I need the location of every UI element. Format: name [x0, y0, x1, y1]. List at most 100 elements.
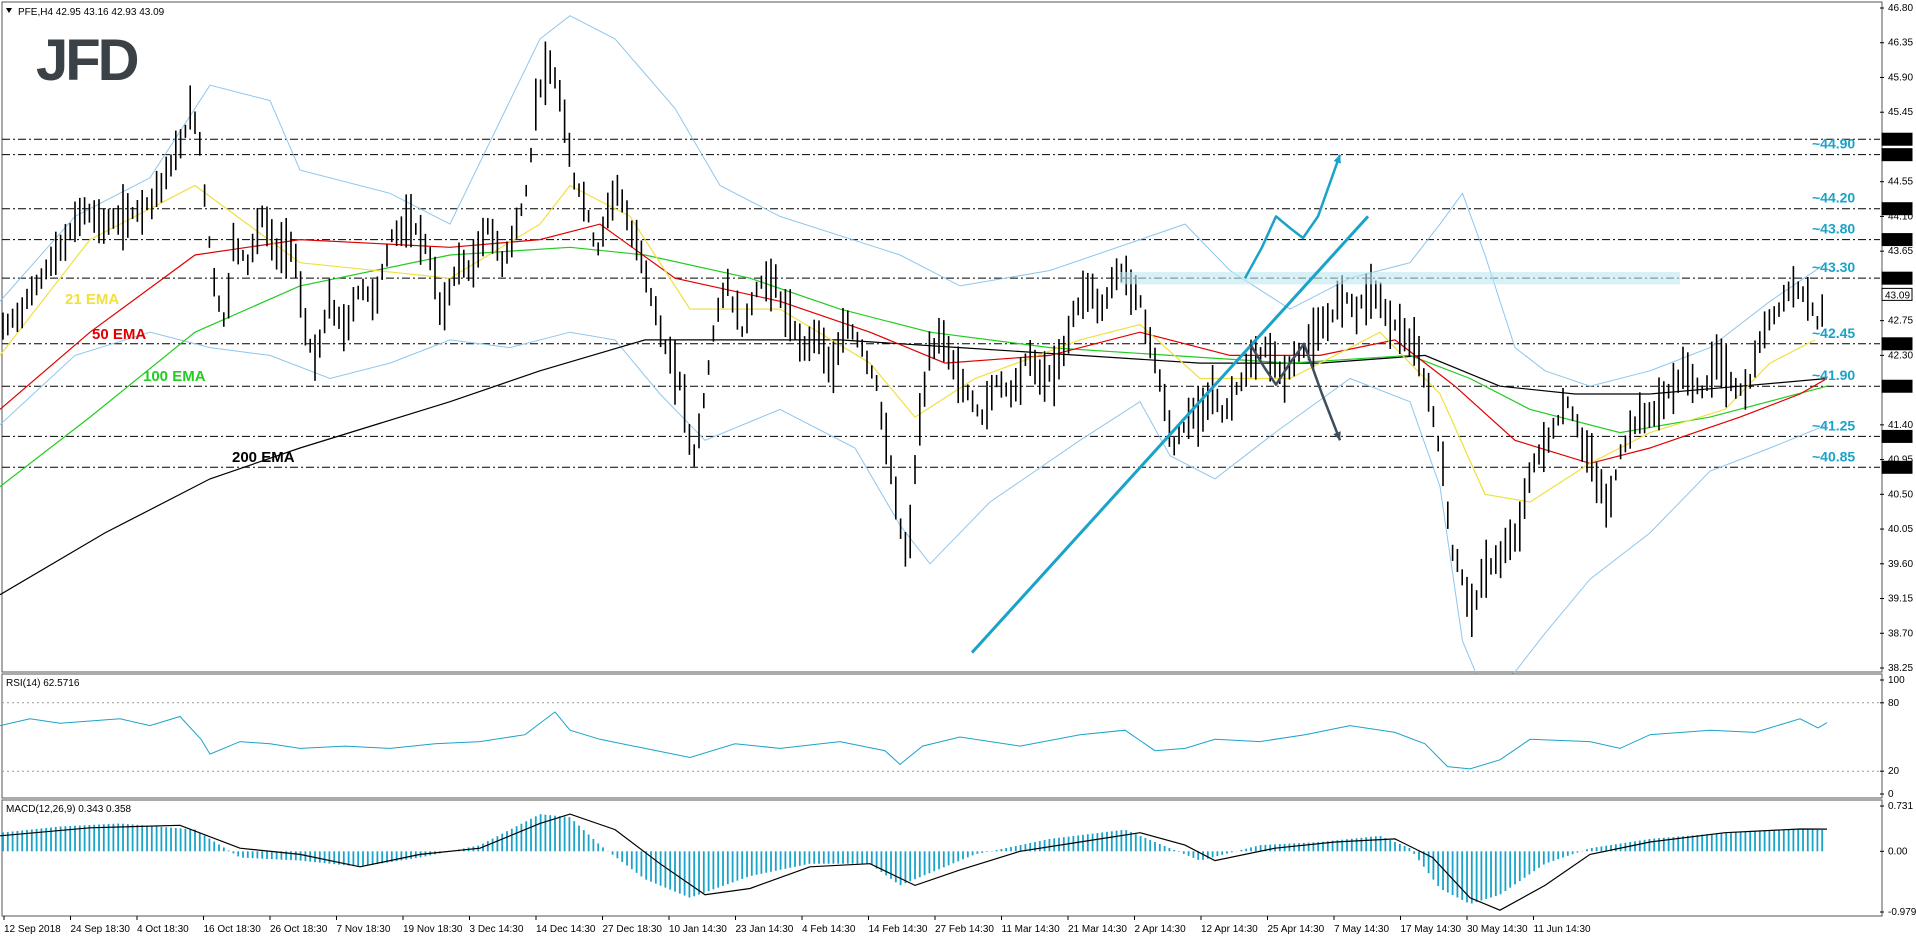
rsi-levels [2, 702, 1880, 772]
time-tick-label: 10 Jan 14:30 [669, 924, 727, 935]
time-tick-label: 4 Feb 14:30 [802, 924, 856, 935]
ema-label: 200 EMA [232, 449, 295, 466]
ema-200-line [0, 339, 1828, 596]
time-tick-label: 2 Apr 14:30 [1135, 924, 1187, 935]
price-tick-label: 40.05 [1888, 524, 1913, 535]
price-tick-label: 39.60 [1888, 559, 1913, 570]
price-tick-label: 38.70 [1888, 628, 1913, 639]
price-tick-label: 46.80 [1888, 3, 1913, 14]
time-tick-label: 27 Dec 18:30 [603, 924, 663, 935]
time-tick-label: 26 Oct 18:30 [270, 924, 328, 935]
time-tick-label: 14 Feb 14:30 [869, 924, 928, 935]
price-tick-label: 38.25 [1888, 663, 1913, 674]
price-level-box-value: 44.20 [1885, 205, 1910, 216]
bearish-projection-arrow-head [1333, 431, 1341, 441]
jfd-logo-text: JFD [36, 28, 138, 93]
price-level-labels: 44.90 ~44.90 45.10 44.20 ~44.20 43.80 ~43.80 43… [1812, 132, 1913, 474]
price-level-box-value: 43.09 [1885, 290, 1910, 301]
price-level-box [1881, 148, 1913, 162]
price-level-box-value: 42.45 [1885, 340, 1910, 351]
ema-label: 21 EMA [65, 291, 119, 308]
price-level-box-value: 41.25 [1885, 432, 1910, 443]
main-panel: PFE,H4 42.95 43.16 42.93 43.09 JFD 21 EM… [0, 1, 1913, 696]
price-tick-label: 44.10 [1888, 211, 1913, 222]
bollinger-upper-band [0, 15, 1828, 387]
price-level-box-value: 43.80 [1885, 236, 1910, 247]
time-tick-label: 12 Sep 2018 [4, 924, 61, 935]
time-axis: 12 Sep 2018 24 Sep 18:30 4 Oct 18:30 16 Oct… [3, 916, 1592, 935]
time-tick-label: 27 Feb 14:30 [935, 924, 994, 935]
price-level-label: ~43.80 [1812, 221, 1855, 237]
macd-tick-label: -0.979 [1888, 907, 1916, 918]
price-tick-label: 40.50 [1888, 489, 1913, 500]
rsi-axis: 100 80 20 0 [1880, 675, 1905, 800]
macd-tick-label: 0.00 [1888, 846, 1908, 857]
price-level-label: ~42.45 [1812, 325, 1855, 341]
price-tick-label: 45.45 [1888, 107, 1913, 118]
panel-menu-triangle-icon[interactable] [6, 8, 12, 13]
ema-label: 100 EMA [143, 368, 206, 385]
jfd-logo: JFD [36, 28, 141, 93]
price-level-label: ~43.30 [1812, 259, 1855, 275]
bollinger-lower-band [0, 331, 1828, 696]
price-level-box-value: 40.85 [1885, 463, 1910, 474]
macd-panel-frame [1, 799, 1883, 917]
price-tick-label: 42.75 [1888, 316, 1913, 327]
macd-panel: MACD(12,26,9) 0.343 0.358 0.731 0.00 -0.97… [0, 799, 1916, 918]
price-tick-label: 46.35 [1888, 38, 1913, 49]
bearish-projection-arrow [1248, 342, 1342, 441]
time-tick-label: 4 Oct 18:30 [137, 924, 189, 935]
rsi-line-path [0, 711, 1828, 770]
price-level-box [1881, 337, 1913, 351]
price-tick-label: 41.40 [1888, 420, 1913, 431]
price-tick-label: 43.65 [1888, 246, 1913, 257]
price-level-box-value: 43.30 [1885, 274, 1910, 285]
ema-21-line [0, 184, 1816, 503]
price-level-box [1881, 233, 1913, 247]
time-tick-label: 19 Nov 18:30 [403, 924, 463, 935]
bullish-projection-arrow [1243, 154, 1342, 279]
time-tick-label: 14 Dec 14:30 [536, 924, 596, 935]
macd-header: MACD(12,26,9) 0.343 0.358 [6, 804, 132, 815]
price-level-box [1881, 287, 1913, 301]
price-level-label: ~44.90 [1812, 136, 1855, 152]
price-level-box [1881, 460, 1913, 474]
time-tick-label: 7 May 14:30 [1334, 924, 1389, 935]
bollinger-bands [0, 15, 1828, 696]
time-tick-label: 11 Jun 14:30 [1534, 924, 1592, 935]
macd-tick-label: 0.731 [1888, 801, 1913, 812]
time-tick-label: 21 Mar 14:30 [1068, 924, 1127, 935]
price-level-label: ~44.20 [1812, 190, 1855, 206]
ema-50-line [0, 223, 1828, 465]
price-level-label: ~41.90 [1812, 367, 1855, 383]
rsi-tick-label: 0 [1888, 789, 1894, 800]
time-tick-label: 11 Mar 14:30 [1002, 924, 1061, 935]
macd-axis: 0.731 0.00 -0.979 [1880, 801, 1916, 918]
price-axis: 46.80 46.35 45.90 45.45 44.55 44.10 43.65 42.75… [1880, 3, 1913, 674]
time-tick-label: 12 Apr 14:30 [1201, 924, 1258, 935]
time-tick-label: 25 Apr 14:30 [1268, 924, 1325, 935]
rsi-line [0, 711, 1828, 770]
price-level-box [1881, 379, 1913, 393]
time-tick-label: 23 Jan 14:30 [736, 924, 794, 935]
macd-signal-path [0, 813, 1828, 911]
macd-histogram [2, 814, 1824, 904]
price-level-box [1881, 132, 1913, 146]
price-tick-label: 40.95 [1888, 455, 1913, 466]
time-tick-label: 17 May 14:30 [1401, 924, 1462, 935]
price-tick-label: 42.30 [1888, 350, 1913, 361]
time-tick-label: 24 Sep 18:30 [71, 924, 131, 935]
time-tick-label: 3 Dec 14:30 [470, 924, 524, 935]
resistance-zone-rectangle [1120, 272, 1680, 285]
uptrend-line [970, 215, 1370, 654]
macd-signal-line [0, 813, 1828, 911]
ema-labels: 21 EMA 50 EMA 100 EMA 200 EMA [65, 291, 295, 466]
price-tick-label: 45.90 [1888, 72, 1913, 83]
price-bars [2, 41, 1823, 638]
time-tick-label: 16 Oct 18:30 [204, 924, 262, 935]
trend-annotations [970, 154, 1680, 654]
time-tick-label: 7 Nov 18:30 [337, 924, 391, 935]
price-level-box-value: 45.10 [1885, 135, 1910, 146]
price-level-box [1881, 429, 1913, 443]
